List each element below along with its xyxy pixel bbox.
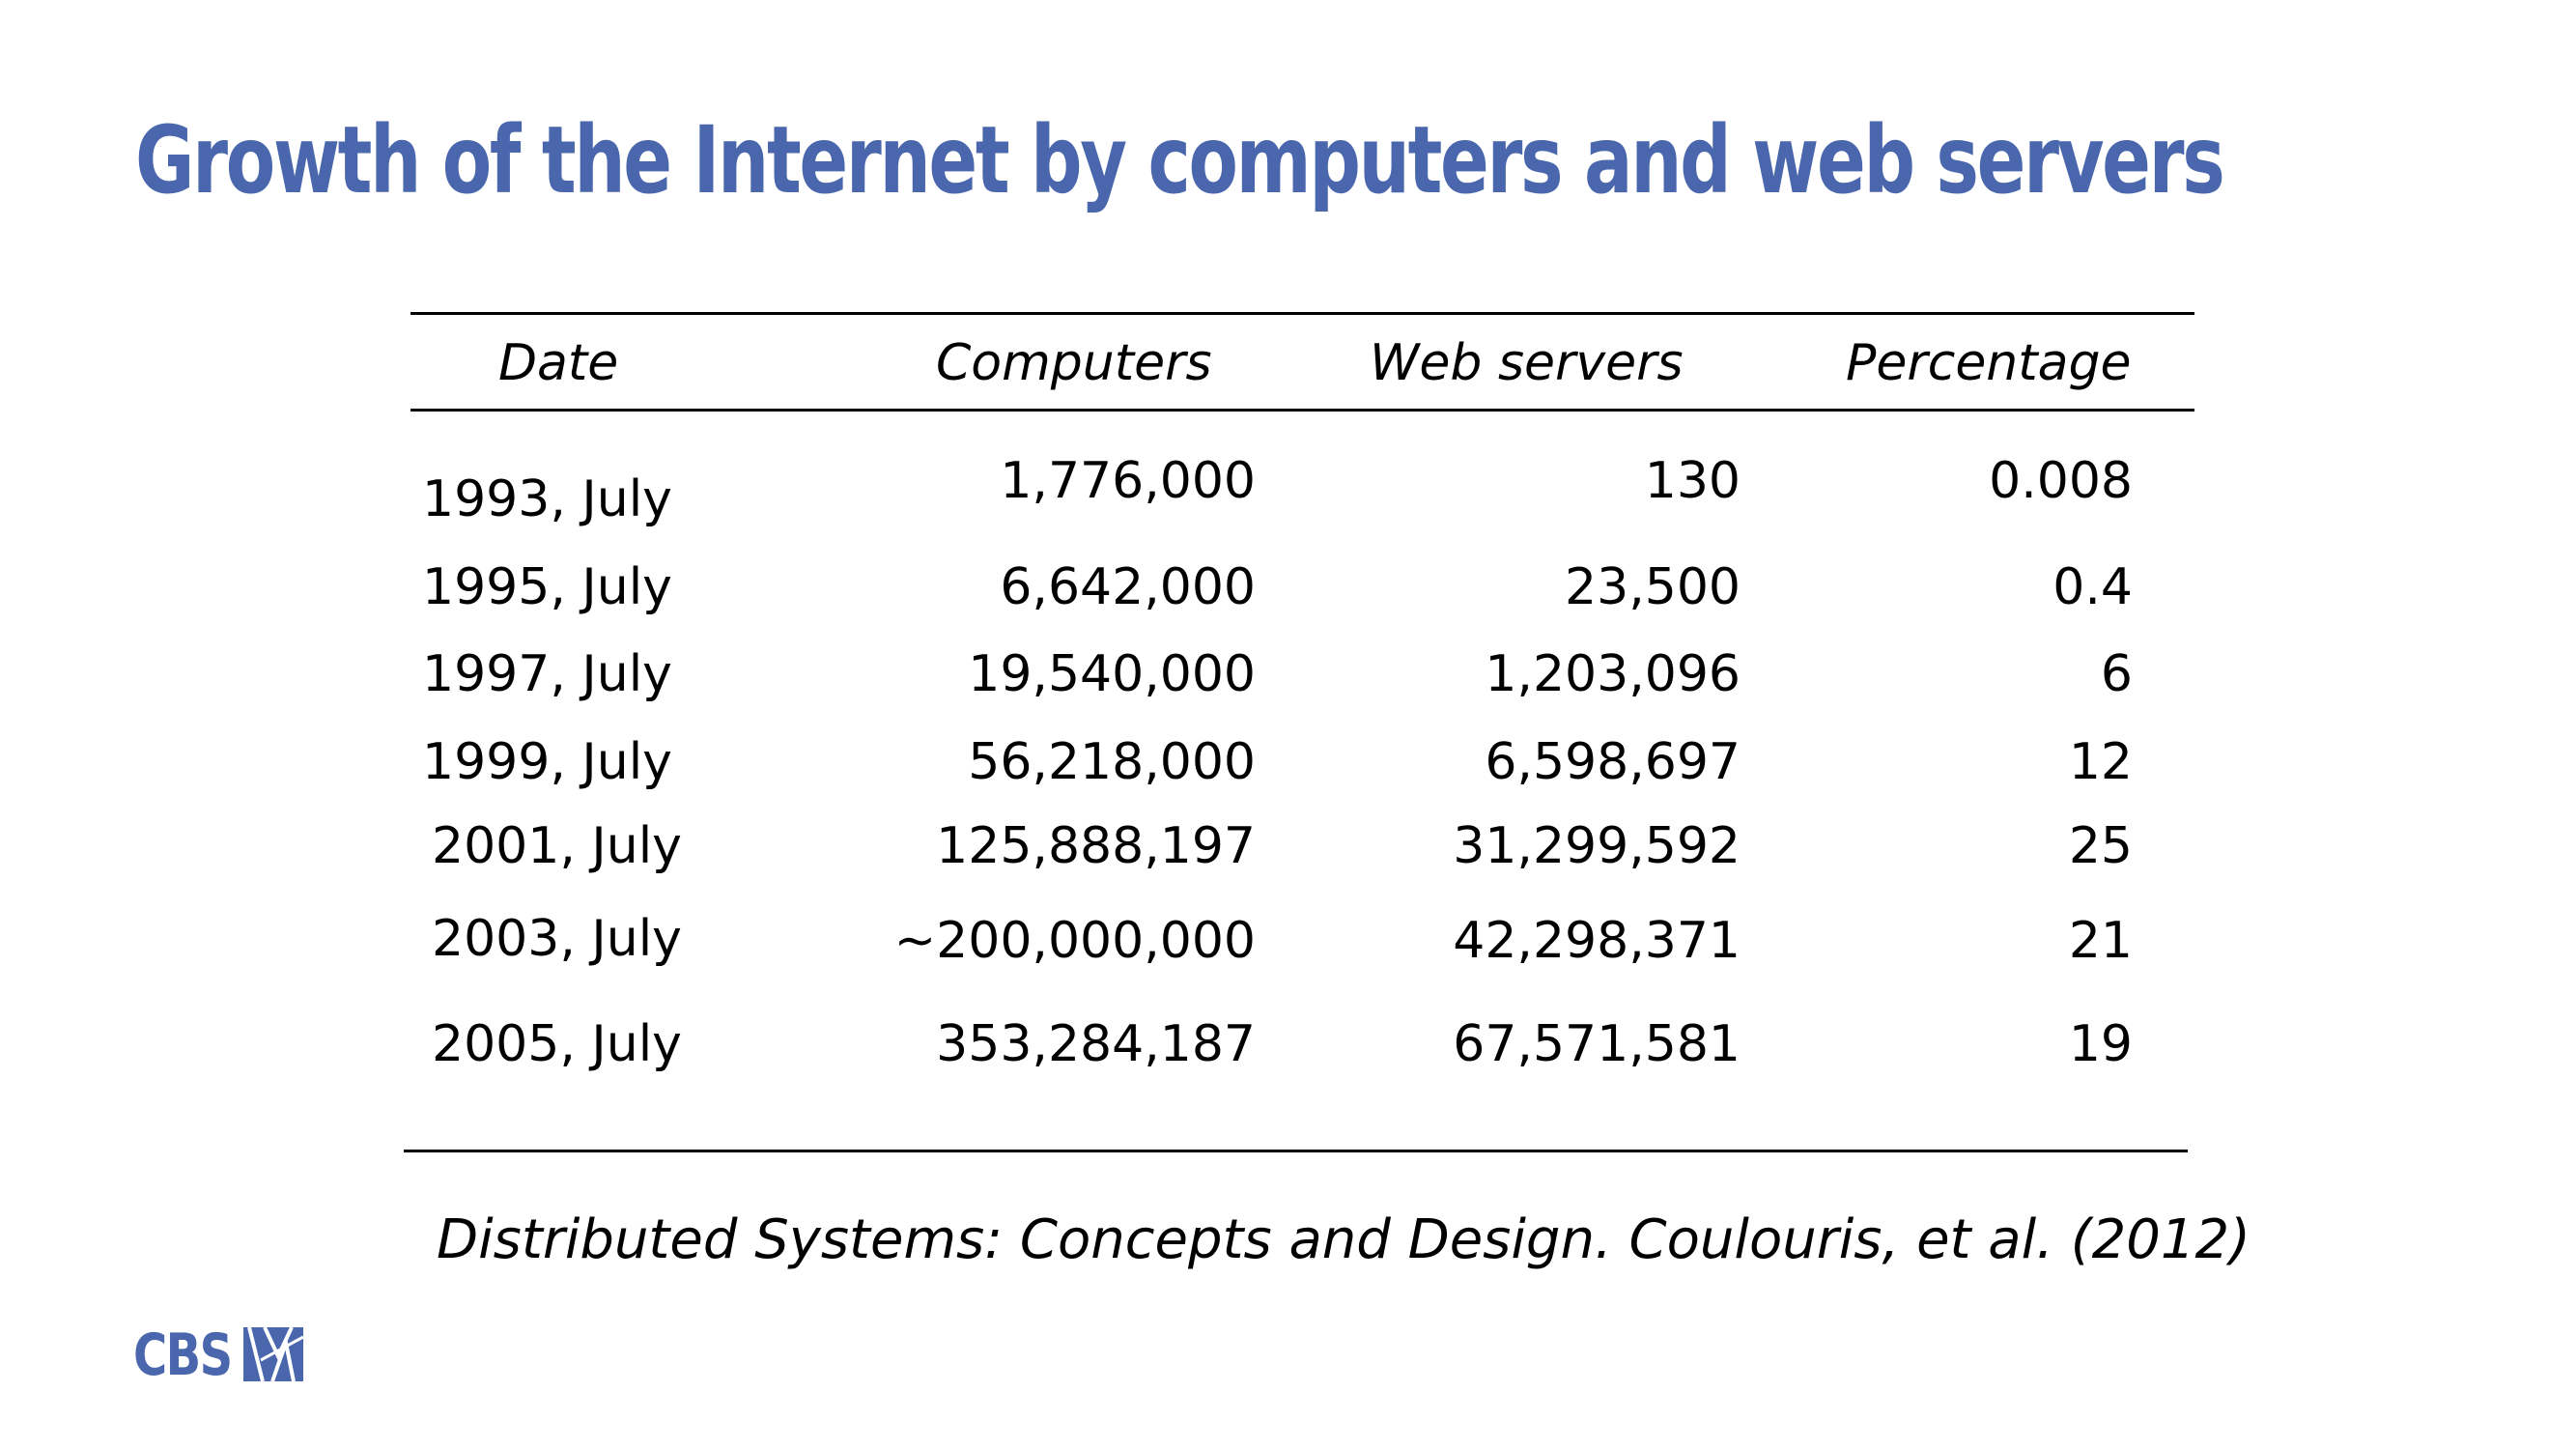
table-cell-percentage: 6 (2100, 645, 2133, 703)
table-cell-percentage: 25 (2068, 817, 2133, 875)
table-cell-web-servers: 42,298,371 (1453, 912, 1741, 970)
table-cell-date: 1995, July (422, 558, 672, 616)
header-web-servers: Web servers (1370, 334, 1684, 392)
logo-text: CBS (133, 1321, 233, 1389)
slide-title: Growth of the Internet by computers and … (135, 106, 2225, 214)
table-cell-computers: 353,284,187 (936, 1015, 1256, 1073)
table-cell-percentage: 19 (2068, 1015, 2133, 1073)
table-cell-computers: 6,642,000 (1000, 558, 1256, 616)
table-cell-web-servers: 23,500 (1565, 558, 1741, 616)
table-cell-computers: ~200,000,000 (893, 912, 1256, 970)
table-cell-web-servers: 130 (1644, 452, 1741, 510)
table-cell-computers: 19,540,000 (968, 645, 1256, 703)
table-cell-web-servers: 67,571,581 (1453, 1015, 1741, 1073)
table-cell-web-servers: 6,598,697 (1485, 733, 1741, 791)
table-cell-date: 2005, July (432, 1015, 682, 1073)
table-cell-date: 1999, July (422, 733, 672, 791)
table-cell-computers: 1,776,000 (1000, 452, 1256, 510)
table-cell-computers: 56,218,000 (968, 733, 1256, 791)
cbs-logo-icon (243, 1323, 305, 1390)
table-cell-percentage: 12 (2068, 733, 2133, 791)
table-cell-date: 2001, July (432, 817, 682, 875)
table-cell-percentage: 0.008 (1989, 452, 2133, 510)
header-percentage: Percentage (1846, 334, 2132, 392)
cbs-logo: CBS (133, 1321, 304, 1389)
header-date: Date (498, 334, 619, 392)
table-cell-date: 1993, July (422, 470, 672, 528)
table-cell-computers: 125,888,197 (936, 817, 1256, 875)
table-cell-date: 1997, July (422, 645, 672, 703)
table-cell-web-servers: 31,299,592 (1453, 817, 1741, 875)
table-header-rule (410, 409, 2194, 412)
table-bottom-rule (404, 1150, 2188, 1152)
table-cell-web-servers: 1,203,096 (1485, 645, 1741, 703)
header-computers: Computers (936, 334, 1212, 392)
table-cell-percentage: 0.4 (2052, 558, 2133, 616)
table-cell-date: 2003, July (432, 910, 682, 968)
citation: Distributed Systems: Concepts and Design… (437, 1208, 2250, 1271)
table-top-rule (410, 312, 2194, 315)
table-cell-percentage: 21 (2068, 912, 2133, 970)
